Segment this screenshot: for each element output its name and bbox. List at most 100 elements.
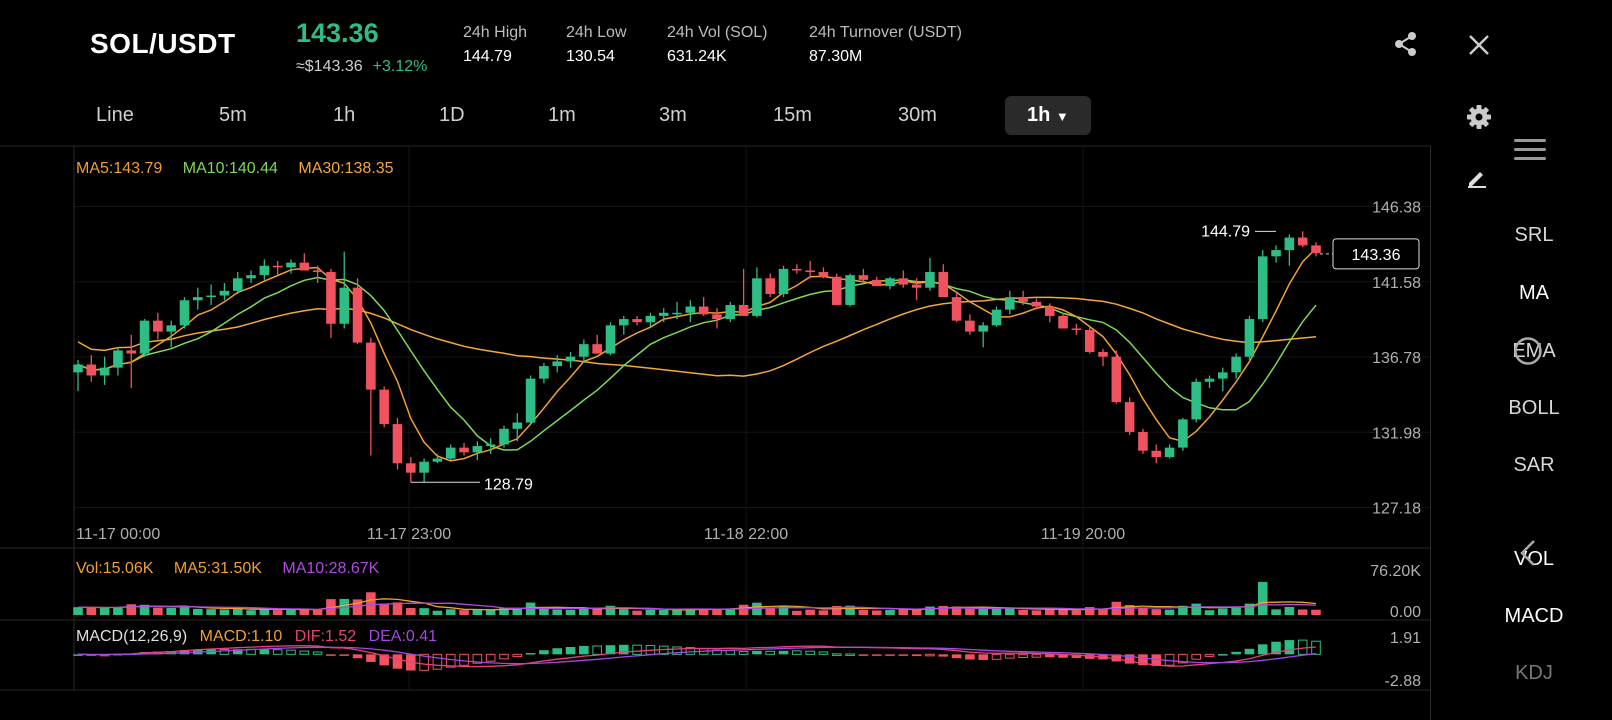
indicator-sar[interactable]: SAR: [1513, 454, 1555, 476]
candle-body: [539, 366, 549, 379]
tab-5m[interactable]: 5m: [219, 104, 247, 126]
tab-line[interactable]: Line: [96, 104, 134, 126]
price-axis-label: 127.18: [1372, 501, 1421, 518]
candle-body: [685, 306, 696, 313]
price-usd-row: ≈$143.36 +3.12%: [296, 58, 427, 76]
candle-body: [552, 361, 563, 367]
candle-body: [113, 350, 123, 368]
macd-bar: [1058, 654, 1068, 658]
indicator-ema[interactable]: EMA: [1512, 340, 1556, 362]
stat-label: 24h High: [463, 24, 528, 41]
volume-bars: [73, 581, 1321, 615]
tab-1m[interactable]: 1m: [548, 104, 576, 126]
indicator-boll[interactable]: BOLL: [1508, 397, 1560, 419]
volume-bar: [1164, 609, 1175, 615]
volume-bar: [831, 605, 842, 615]
candle-body: [1164, 447, 1175, 458]
candle-body: [352, 287, 363, 343]
macd-bar: [499, 653, 509, 660]
indicator-macd[interactable]: MACD: [1504, 605, 1564, 627]
indicator-srl[interactable]: SRL: [1514, 224, 1554, 246]
candle-body: [459, 447, 469, 453]
legend-ma5: MA5:143.79: [76, 160, 163, 177]
macd-dea-polyline: [77, 646, 1317, 665]
volume-bar: [1018, 609, 1028, 615]
volume-bar: [1244, 603, 1255, 615]
candle-body: [312, 270, 323, 273]
macd-bar: [818, 651, 829, 655]
candle-body: [1071, 328, 1082, 331]
candle-body: [1005, 297, 1015, 310]
close-icon[interactable]: [1466, 32, 1492, 58]
tab-1d[interactable]: 1D: [439, 104, 465, 126]
macd-bar: [1271, 641, 1281, 655]
volume-bar: [499, 608, 509, 615]
tab-1h[interactable]: 1h: [333, 104, 356, 126]
macd-bar: [672, 646, 682, 655]
macd-bar: [432, 653, 443, 670]
candle-body: [472, 446, 483, 453]
volume-bar: [1218, 608, 1228, 615]
tab-3m[interactable]: 3m: [659, 104, 687, 126]
candle-body: [1178, 419, 1188, 448]
candle-body: [845, 275, 855, 305]
volume-bar: [352, 599, 363, 615]
indicator-kdj[interactable]: KDJ: [1515, 662, 1553, 684]
volume-bar: [1284, 606, 1295, 615]
tab-active-interval[interactable]: 1h ▼: [1005, 96, 1091, 135]
macd-bar: [552, 648, 563, 655]
tab-30m[interactable]: 30m: [898, 104, 937, 126]
candle-body: [672, 312, 682, 315]
candle-body: [658, 312, 669, 316]
macd-bars: [73, 639, 1321, 671]
candle-body: [712, 314, 722, 320]
back-chevron-icon[interactable]: [1518, 538, 1538, 568]
candle-body: [299, 262, 310, 271]
macd-bar: [1124, 654, 1135, 664]
candles: [73, 231, 1321, 483]
candle-body: [725, 304, 736, 320]
legend-macd: MACD:1.10: [199, 628, 283, 645]
macd-bar: [831, 653, 842, 656]
volume-bar: [845, 605, 855, 615]
menu-icon[interactable]: [1514, 137, 1546, 163]
candle-body: [1284, 237, 1295, 251]
macd-bar: [1191, 653, 1201, 660]
candle-body: [1084, 330, 1095, 352]
volume-bar: [445, 609, 456, 615]
volume-bar: [512, 607, 523, 615]
candle-body: [1271, 250, 1281, 257]
current-price-label: 143.36: [1352, 247, 1401, 264]
time-axis-label: 11-19 20:00: [1041, 526, 1125, 543]
candle-body: [618, 319, 629, 326]
candle-body: [339, 287, 350, 324]
draw-pen-icon[interactable]: [1464, 164, 1490, 190]
macd-bar: [725, 649, 736, 655]
volume-bar: [379, 604, 389, 615]
volume-bar: [259, 608, 270, 615]
ma-legend: MA5:143.79 MA10:140.44 MA30:138.35: [76, 160, 394, 178]
volume-bar: [139, 604, 150, 615]
legend-ma10: MA10:140.44: [182, 160, 278, 177]
ma5-line: [77, 247, 1317, 462]
volume-bar: [605, 605, 616, 615]
low-marker-label: 128.79: [484, 476, 533, 493]
settings-gear-icon[interactable]: [1466, 104, 1492, 130]
macd-bar: [326, 654, 336, 656]
candle-body: [259, 265, 270, 276]
stat-label: 24h Vol (SOL): [667, 24, 768, 41]
macd-bar: [792, 650, 802, 655]
volume-bar: [485, 609, 496, 615]
volume-bar: [805, 609, 815, 615]
macd-bar: [539, 650, 549, 655]
home-circle-icon[interactable]: [1513, 336, 1543, 366]
volume-bar: [951, 606, 962, 615]
macd-bar: [392, 654, 403, 669]
indicator-ma[interactable]: MA: [1519, 282, 1549, 304]
share-icon[interactable]: [1392, 30, 1420, 58]
time-axis-label: 11-17 00:00: [76, 526, 160, 543]
candle-body: [246, 275, 256, 279]
tab-15m[interactable]: 15m: [773, 104, 812, 126]
macd-bar: [419, 653, 429, 671]
